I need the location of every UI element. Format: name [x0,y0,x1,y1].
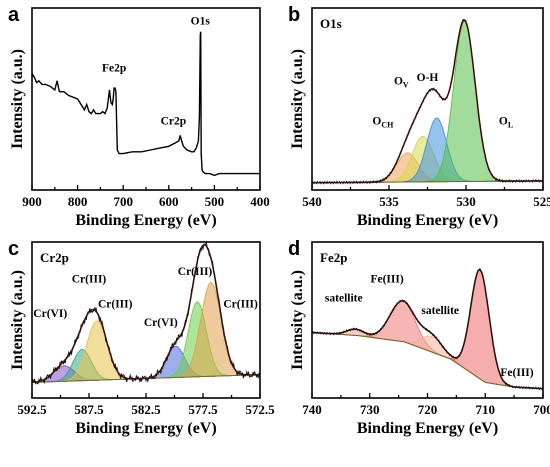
x-tick-label: 740 [302,402,322,417]
peak-annotation: O-H [417,72,439,84]
x-tick-label: 700 [113,194,133,209]
y-axis-title: Intensity (a.u.) [9,270,26,370]
y-axis-title: Intensity (a.u.) [289,49,306,149]
panel-letter: a [8,4,20,26]
plot-area [312,18,543,185]
x-tick-label: 592.5 [17,402,47,417]
peak-annotation: Cr(VI) [33,308,67,320]
panel-letter: c [8,238,19,260]
survey-spectrum-line [32,31,260,177]
y-axis-title: Intensity (a.u.) [9,49,26,149]
panel-title: Cr2p [40,250,69,265]
plot-area [312,267,543,391]
peak-annotation: Cr(III) [72,274,107,286]
peak-annotation: OV [394,75,409,89]
x-tick-label: 730 [360,402,380,417]
x-tick-label: 500 [205,194,225,209]
x-tick-label: 577.5 [188,402,218,417]
panel-a-survey: 900 800 700 600 500 400 Binding Energy (eV) Int… [8,4,270,229]
x-tick-label: 587.5 [74,402,104,417]
panel-c-cr2p: 592.5 587.5 582.5 577.5 572.5 Binding Energy … [8,238,275,437]
x-tick-label: 572.5 [245,402,275,417]
x-tick-label: 600 [159,194,179,209]
raw-data-line [312,267,543,391]
panel-letter: d [288,238,300,260]
panel-b-o1s: 540 535 530 525 Binding Energy (eV) Intensity… [288,4,550,229]
peak-annotation: Cr(VI) [144,317,178,329]
x-tick-label: 710 [476,402,496,417]
plot-area [32,31,260,177]
x-axis-title: Binding Energy (eV) [75,420,216,437]
raw-data-line [312,18,543,185]
peak-annotation: Cr(III) [178,266,213,278]
x-tick-label: 530 [456,194,476,209]
peak-annotation: satellite [421,305,459,317]
peak-annotation: Cr2p [161,115,187,127]
x-axis-title: Binding Energy (eV) [75,212,216,229]
fit-peak-2 [312,332,543,390]
peak-annotation: OCH [372,115,394,129]
x-axis-title: Binding Energy (eV) [357,212,498,229]
peak-annotation: O1s [191,15,211,27]
background-line [312,332,543,390]
peak-annotation: OL [499,115,513,129]
raw-data-line [32,242,260,385]
panel-d-fe2p: 740 730 720 710 700 Binding Energy (eV) Intens… [288,238,550,437]
x-tick-label: 720 [418,402,438,417]
x-tick-label: 400 [250,194,270,209]
peak-annotation: Fe(III) [370,274,403,286]
x-tick-label: 540 [302,194,322,209]
panel-title: Fe2p [320,250,347,265]
x-tick-label: 800 [68,194,88,209]
x-tick-label: 582.5 [131,402,161,417]
plot-frame [31,7,261,191]
peak-annotation: Fe(III) [500,367,533,379]
x-tick-label: 700 [533,402,550,417]
peak-annotation: Cr(III) [98,299,133,311]
x-tick-label: 525 [533,194,550,209]
x-tick-label: 900 [22,194,42,209]
x-tick-label: 535 [379,194,399,209]
x-axis-title: Binding Energy (eV) [357,420,498,437]
peak-annotation: Cr(III) [223,299,258,311]
plot-area [32,242,260,385]
panel-letter: b [288,4,300,26]
y-axis-title: Intensity (a.u.) [289,270,306,370]
peak-annotation: satellite [325,292,363,304]
peak-annotation: Fe2p [102,63,126,75]
panel-title: O1s [320,16,342,31]
